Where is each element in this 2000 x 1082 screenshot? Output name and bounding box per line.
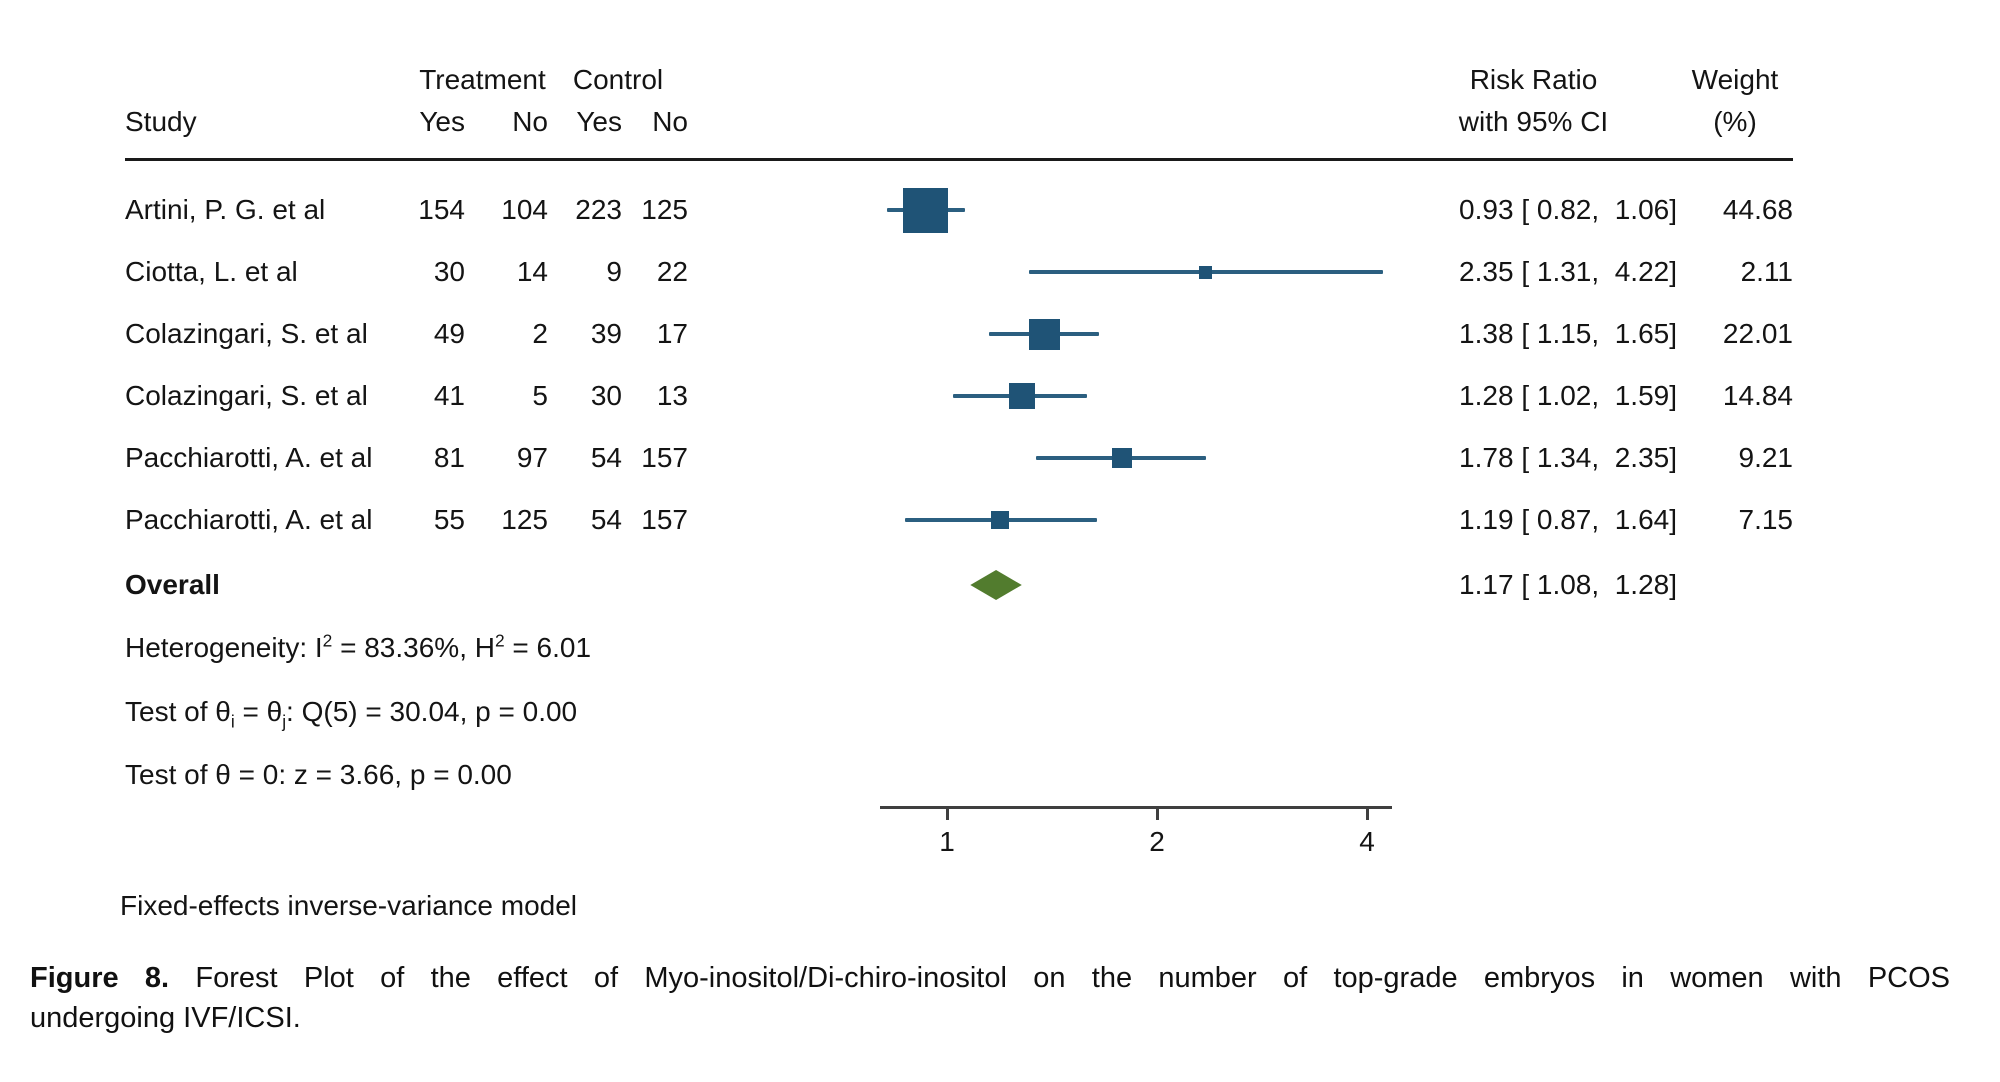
treatment-yes-count: 41 [433, 379, 465, 411]
control-yes-count: 54 [590, 441, 622, 473]
caption-line-2: undergoing IVF/ICSI. [30, 1002, 301, 1034]
x-axis-line [880, 806, 1392, 809]
axis-tick-label: 1 [939, 826, 955, 857]
treatment-no-count: 125 [501, 503, 548, 535]
treatment-yes-header: Yes [419, 105, 465, 137]
superscript: 2 [494, 630, 505, 651]
table-row: Artini, P. G. et al 154 104 223 125 0.93… [125, 179, 1793, 241]
control-no-count: 157 [641, 503, 688, 535]
risk-ratio-ci-value: 2.35 [ 1.31, 4.22] [1459, 255, 1677, 287]
control-yes-count: 223 [575, 193, 622, 225]
caption-text: Forest Plot of the effect of Myo-inosito… [195, 962, 1951, 994]
study-column-header: Study [125, 105, 197, 137]
subscript: j [282, 711, 287, 732]
study-name: Artini, P. G. et al [125, 193, 326, 225]
study-name: Colazingari, S. et al [125, 317, 368, 349]
control-yes-count: 9 [606, 255, 622, 287]
control-yes-count: 30 [590, 379, 622, 411]
overall-risk-ratio-ci-value: 1.17 [ 1.08, 1.28] [1459, 568, 1677, 600]
treatment-no-header: No [512, 105, 548, 137]
stat-text: : Q(5) = 30.04, p = 0.00 [286, 696, 578, 727]
test-of-theta-q-stat: Test of θi = θj: Q(5) = 30.04, p = 0.00 [125, 692, 577, 732]
study-name: Colazingari, S. et al [125, 379, 368, 411]
axis-tick-label: 4 [1359, 826, 1375, 857]
treatment-no-count: 104 [501, 193, 548, 225]
weight-value: 44.68 [1722, 193, 1793, 225]
risk-ratio-ci-value: 0.93 [ 0.82, 1.06] [1459, 193, 1677, 225]
stat-text: Test of θ [125, 696, 231, 727]
table-row: Colazingari, S. et al 41 5 30 13 1.28 [ … [125, 365, 1793, 427]
weight-value: 7.15 [1738, 503, 1794, 535]
subscript: i [230, 711, 235, 732]
risk-ratio-subheader: with 95% CI [1458, 105, 1609, 137]
risk-ratio-ci-value: 1.19 [ 0.87, 1.64] [1459, 503, 1677, 535]
axis-tick [1156, 807, 1159, 820]
weight-value: 14.84 [1722, 379, 1793, 411]
treatment-no-count: 14 [516, 255, 548, 287]
risk-ratio-header: Risk Ratio [1469, 63, 1598, 95]
stat-text: = θ [234, 696, 283, 727]
table-row: Pacchiarotti, A. et al 81 97 54 157 1.78… [125, 427, 1793, 489]
control-no-count: 157 [641, 441, 688, 473]
control-group-header: Control [572, 63, 664, 95]
table-row: Pacchiarotti, A. et al 55 125 54 157 1.1… [125, 489, 1793, 551]
caption-line-1: Figure 8. Forest Plot of the effect of M… [30, 958, 1950, 998]
weight-subheader: (%) [1713, 105, 1757, 137]
control-no-count: 125 [641, 193, 688, 225]
axis-tick-label: 2 [1149, 826, 1165, 857]
table-row: Colazingari, S. et al 49 2 39 17 1.38 [ … [125, 303, 1793, 365]
axis-tick [1366, 807, 1369, 820]
stat-text: = 83.36%, H [332, 632, 495, 663]
table-header-row-2: Study Yes No Yes No with 95% CI (%) [125, 100, 1793, 144]
axis-tick [946, 807, 949, 820]
control-no-count: 17 [656, 317, 688, 349]
risk-ratio-ci-value: 1.38 [ 1.15, 1.65] [1459, 317, 1677, 349]
control-yes-count: 54 [590, 503, 622, 535]
study-name: Pacchiarotti, A. et al [125, 441, 373, 473]
heterogeneity-stat: Heterogeneity: I2 = 83.36%, H2 = 6.01 [125, 628, 591, 668]
overall-row: Overall 1.17 [ 1.08, 1.28] [125, 554, 1793, 616]
stat-text: Heterogeneity: I [125, 632, 323, 663]
weight-value: 9.21 [1738, 441, 1794, 473]
study-name: Pacchiarotti, A. et al [125, 503, 373, 535]
figure-number-label: Figure 8. [30, 962, 170, 994]
treatment-yes-count: 55 [433, 503, 465, 535]
treatment-no-count: 5 [532, 379, 548, 411]
weight-header: Weight [1691, 63, 1779, 95]
control-no-count: 22 [656, 255, 688, 287]
treatment-no-count: 97 [516, 441, 548, 473]
study-name: Ciotta, L. et al [125, 255, 298, 287]
treatment-yes-count: 49 [433, 317, 465, 349]
model-note: Fixed-effects inverse-variance model [120, 890, 578, 921]
figure-caption: Figure 8. Forest Plot of the effect of M… [30, 958, 1950, 1038]
weight-value: 22.01 [1722, 317, 1793, 349]
control-yes-count: 39 [590, 317, 622, 349]
treatment-yes-count: 30 [433, 255, 465, 287]
risk-ratio-ci-value: 1.28 [ 1.02, 1.59] [1459, 379, 1677, 411]
control-no-header: No [652, 105, 688, 137]
treatment-yes-count: 81 [433, 441, 465, 473]
overall-label: Overall [125, 568, 220, 600]
header-rule [125, 158, 1793, 161]
risk-ratio-ci-value: 1.78 [ 1.34, 2.35] [1459, 441, 1677, 473]
treatment-no-count: 2 [532, 317, 548, 349]
table-header-row-1: Treatment Control Risk Ratio Weight [125, 60, 1793, 100]
control-no-count: 13 [656, 379, 688, 411]
control-yes-header: Yes [576, 105, 622, 137]
treatment-yes-count: 154 [418, 193, 465, 225]
table-row: Ciotta, L. et al 30 14 9 22 2.35 [ 1.31,… [125, 241, 1793, 303]
superscript: 2 [322, 630, 333, 651]
treatment-group-header: Treatment [419, 63, 546, 95]
stat-text: = 6.01 [504, 632, 592, 663]
weight-value: 2.11 [1740, 255, 1793, 287]
test-of-theta-z-stat: Test of θ = 0: z = 3.66, p = 0.00 [125, 759, 512, 790]
